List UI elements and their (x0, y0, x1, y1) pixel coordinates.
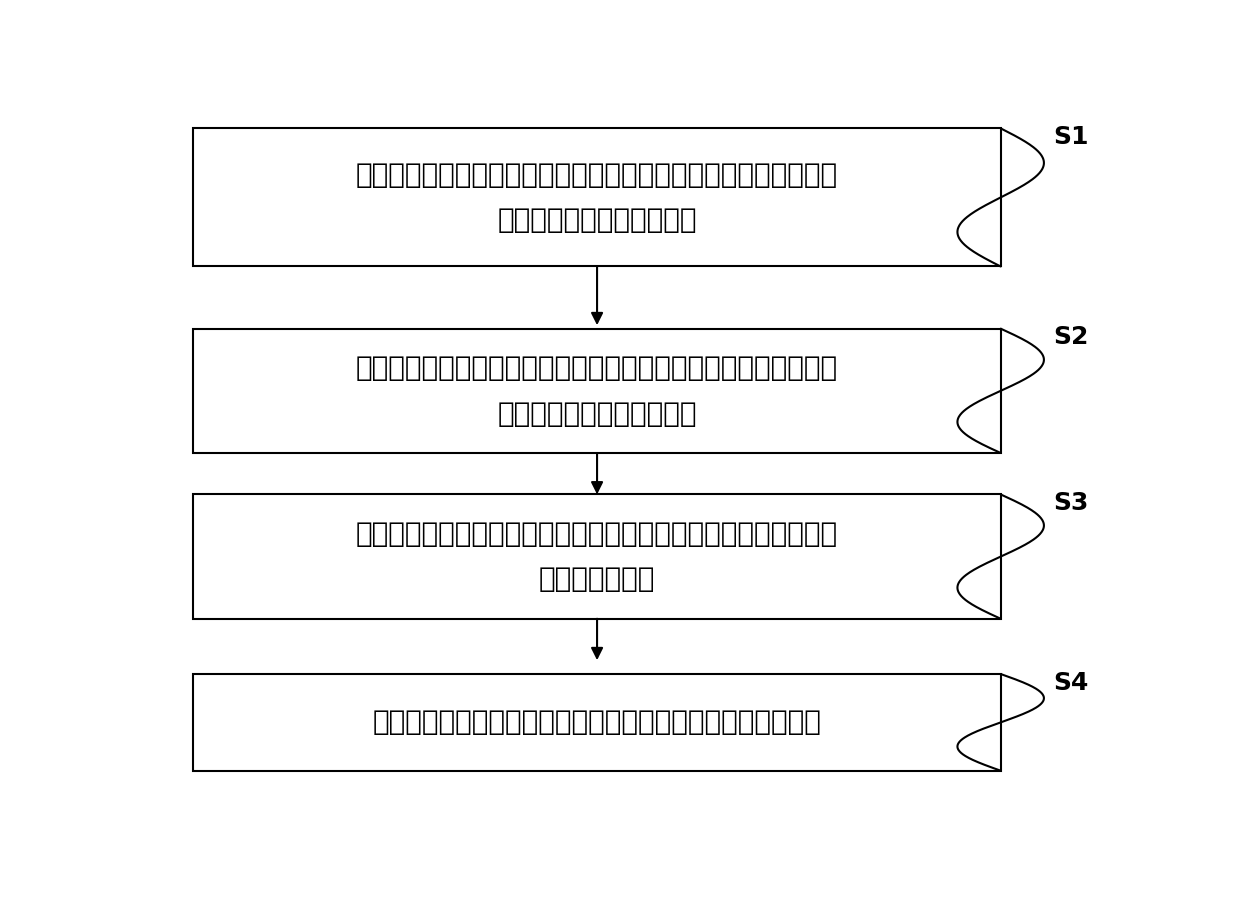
Text: 对实时采集的三相电压信号和三相电流信号进行离散变换，获取电
压残差序列和电流残差序列: 对实时采集的三相电压信号和三相电流信号进行离散变换，获取电 压残差序列和电流残差… (356, 161, 838, 234)
Text: 计算电压残差序列在每个滑动窗口中的求和值，根据所述求和值判
断配电线路中是否存在电弧: 计算电压残差序列在每个滑动窗口中的求和值，根据所述求和值判 断配电线路中是否存在… (356, 354, 838, 428)
Text: S1: S1 (1054, 125, 1089, 149)
Text: S2: S2 (1054, 326, 1089, 349)
Bar (193, 128, 1001, 266)
Text: 如果存在电弧，则计算电压残差序列与电流残差序列在每个滑动窗
口中的矩阵乘积: 如果存在电弧，则计算电压残差序列与电流残差序列在每个滑动窗 口中的矩阵乘积 (356, 519, 838, 594)
Text: 根据所述矩阵乘积确定电弧是否存在于测量点后的分支线路中: 根据所述矩阵乘积确定电弧是否存在于测量点后的分支线路中 (373, 709, 821, 736)
Bar (193, 494, 1001, 619)
Bar (193, 328, 1001, 453)
Text: S4: S4 (1054, 671, 1089, 694)
Text: S3: S3 (1054, 491, 1089, 515)
Bar (193, 674, 1001, 771)
